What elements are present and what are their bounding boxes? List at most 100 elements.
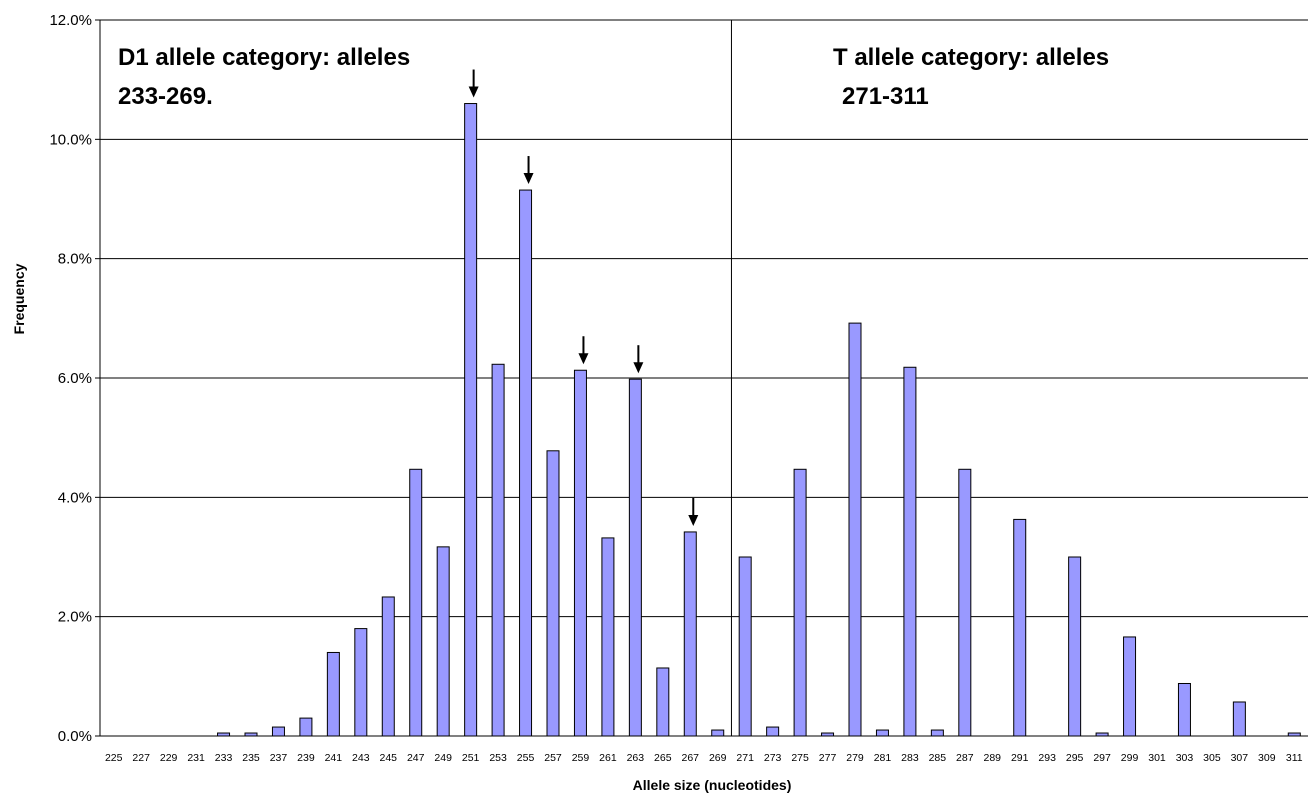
y-tick-label: 2.0%	[58, 609, 92, 626]
bar-263	[628, 378, 642, 737]
bar-295	[1068, 556, 1082, 737]
x-tick-label: 259	[572, 752, 590, 764]
x-tick-label: 273	[764, 752, 782, 764]
x-tick-label: 269	[709, 752, 727, 764]
bar-267	[683, 531, 697, 737]
x-tick-label: 231	[187, 752, 205, 764]
x-tick-label: 271	[736, 752, 754, 764]
x-tick-label: 291	[1011, 752, 1029, 764]
y-tick-label: 12.0%	[49, 12, 92, 29]
x-tick-label: 251	[462, 752, 480, 764]
down-arrow-icon	[688, 497, 699, 526]
arrow-head	[688, 514, 699, 526]
x-tick-label: 253	[489, 752, 507, 764]
x-tick-label: 285	[929, 752, 947, 764]
x-tick-label: 301	[1148, 752, 1166, 764]
bar-261	[601, 537, 615, 737]
y-tick-label: 10.0%	[49, 131, 92, 148]
bar-281	[875, 729, 889, 737]
bars	[217, 103, 1301, 737]
x-tick-label: 229	[160, 752, 178, 764]
annotation-t-line2: 271-311	[842, 83, 929, 110]
x-axis-title: Allele size (nucleotides)	[633, 777, 792, 793]
bar-243	[354, 628, 368, 737]
bar-253	[491, 363, 505, 737]
x-tick-label: 297	[1093, 752, 1111, 764]
x-tick-label: 235	[242, 752, 260, 764]
arrow-head	[578, 353, 589, 365]
down-arrow-icon	[468, 69, 479, 98]
bar-273	[766, 726, 780, 737]
bar-259	[573, 369, 587, 737]
x-tick-label: 267	[682, 752, 700, 764]
x-tick-label: 249	[434, 752, 452, 764]
x-tick-label: 281	[874, 752, 892, 764]
arrows	[468, 69, 699, 526]
bar-255	[519, 189, 533, 737]
x-tick-label: 261	[599, 752, 617, 764]
arrow-head	[468, 86, 479, 98]
x-tick-label: 311	[1286, 752, 1303, 764]
bar-283	[903, 366, 917, 737]
x-tick-label: 257	[544, 752, 562, 764]
y-tick-labels: 0.0% 2.0% 4.0% 6.0% 8.0% 10.0% 12.0%	[49, 12, 92, 745]
annotation-t-line1: T allele category: alleles	[833, 44, 1109, 71]
bar-291	[1013, 518, 1027, 737]
bar-279	[848, 322, 862, 737]
x-tick-label: 279	[846, 752, 864, 764]
bar-237	[271, 726, 285, 737]
axes	[95, 19, 1308, 737]
x-tick-label: 241	[325, 752, 343, 764]
annotation-d1-line1: D1 allele category: alleles	[118, 44, 410, 71]
bar-251	[464, 103, 478, 737]
x-tick-label: 309	[1258, 752, 1276, 764]
x-tick-label: 283	[901, 752, 919, 764]
bar-287	[958, 468, 972, 737]
bar-275	[793, 468, 807, 737]
down-arrow-icon	[578, 336, 589, 365]
bar-249	[436, 546, 450, 737]
arrow-head	[633, 362, 644, 374]
x-tick-label: 289	[984, 752, 1002, 764]
x-tick-label: 227	[132, 752, 150, 764]
y-tick-label: 4.0%	[58, 489, 92, 506]
bar-241	[326, 651, 340, 737]
x-tick-label: 239	[297, 752, 315, 764]
bar-285	[930, 729, 944, 737]
arrow-head	[523, 173, 534, 185]
bar-245	[381, 596, 395, 737]
down-arrow-icon	[633, 345, 644, 374]
x-tick-label: 243	[352, 752, 370, 764]
bar-307	[1232, 701, 1246, 737]
x-tick-label: 233	[215, 752, 233, 764]
down-arrow-icon	[523, 156, 534, 185]
bar-247	[409, 468, 423, 737]
y-tick-label: 8.0%	[58, 251, 92, 268]
bar-269	[711, 729, 725, 737]
x-tick-label: 305	[1203, 752, 1221, 764]
bar-303	[1177, 682, 1191, 737]
x-tick-label: 287	[956, 752, 974, 764]
x-tick-label: 247	[407, 752, 425, 764]
x-tick-label: 237	[270, 752, 288, 764]
x-tick-labels: 225 227 229 231 233 235 237 239 241 243 245 247 249 2…	[105, 752, 1303, 764]
y-axis-title: Frequency	[11, 263, 27, 334]
x-tick-label: 299	[1121, 752, 1139, 764]
x-tick-label: 265	[654, 752, 672, 764]
x-tick-label: 295	[1066, 752, 1084, 764]
x-tick-label: 277	[819, 752, 837, 764]
bar-265	[656, 667, 670, 737]
y-tick-label: 0.0%	[58, 728, 92, 745]
annotation-d1-line2: 233-269.	[118, 83, 213, 110]
x-tick-label: 303	[1176, 752, 1194, 764]
bar-239	[299, 717, 313, 737]
x-tick-label: 293	[1038, 752, 1056, 764]
x-tick-label: 255	[517, 752, 535, 764]
x-tick-label: 307	[1231, 752, 1249, 764]
gridlines	[100, 19, 1308, 618]
bar-271	[738, 556, 752, 737]
bar-299	[1123, 636, 1137, 737]
x-tick-label: 263	[627, 752, 645, 764]
